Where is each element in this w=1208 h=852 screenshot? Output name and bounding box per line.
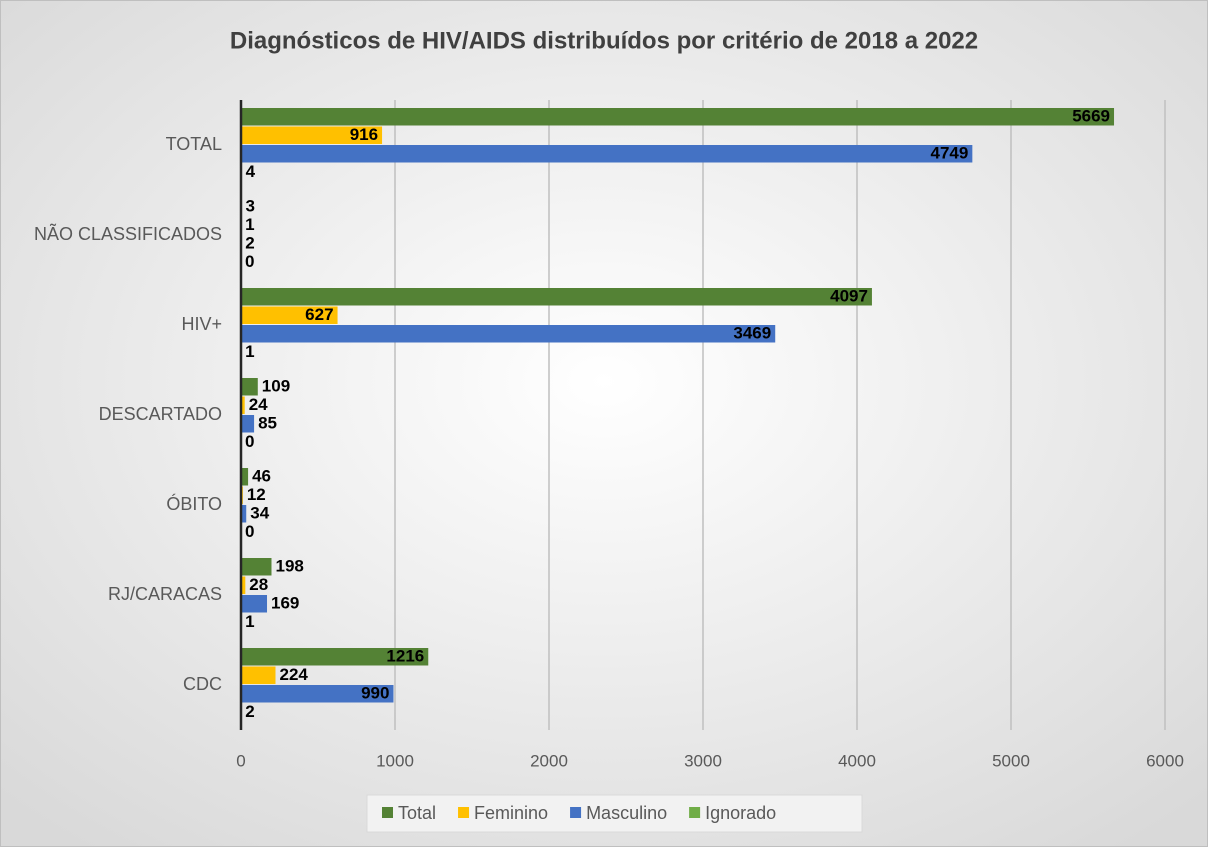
y-tick-label: NÃO CLASSIFICADOS [34,223,222,244]
data-label: 34 [250,504,269,523]
x-tick-label: 2000 [530,751,568,770]
chart-title: Diagnósticos de HIV/AIDS distribuídos po… [230,27,978,54]
legend-label: Masculino [586,803,667,823]
data-label: 4097 [830,287,868,306]
data-label: 3469 [733,324,771,343]
data-label: 4749 [931,144,969,163]
data-label: 0 [245,522,254,541]
data-label: 28 [249,575,268,594]
x-tick-label: 3000 [684,751,722,770]
y-tick-label: ÓBITO [166,493,222,514]
legend-marker [458,807,469,818]
bar [241,378,258,396]
legend-label: Ignorado [705,803,776,823]
data-label: 24 [249,395,268,414]
data-label: 3 [245,197,254,216]
y-tick-label: RJ/CARACAS [108,584,222,604]
data-label: 198 [275,557,303,576]
data-label: 1 [245,612,254,631]
data-label: 12 [247,485,266,504]
y-tick-label: DESCARTADO [99,404,222,424]
data-label: 0 [245,432,254,451]
bar [241,595,267,613]
bar [241,145,972,163]
data-label: 990 [361,684,389,703]
data-label: 224 [279,665,308,684]
data-label: 4 [246,162,256,181]
x-tick-label: 6000 [1146,751,1184,770]
data-label: 1 [245,342,254,361]
data-label: 0 [245,252,254,271]
data-label: 46 [252,467,271,486]
bar [241,288,872,306]
bar [241,108,1114,126]
data-label: 1 [245,215,254,234]
data-label: 627 [305,305,333,324]
y-tick-label: TOTAL [166,134,222,154]
legend-marker [689,807,700,818]
x-tick-label: 1000 [376,751,414,770]
x-tick-label: 4000 [838,751,876,770]
data-label: 109 [262,377,290,396]
data-label: 5669 [1072,107,1110,126]
x-tick-label: 5000 [992,751,1030,770]
data-label: 1216 [386,647,424,666]
data-label: 916 [350,125,378,144]
legend-marker [570,807,581,818]
bar [241,667,275,685]
data-label: 85 [258,414,277,433]
legend-label: Total [398,803,436,823]
legend-marker [382,807,393,818]
y-tick-label: CDC [183,674,222,694]
data-label: 2 [245,234,254,253]
x-tick-label: 0 [236,751,245,770]
y-tick-label: HIV+ [181,314,222,334]
bar [241,415,254,433]
bar [241,558,271,576]
data-label: 2 [245,702,254,721]
bar [241,325,775,343]
data-label: 169 [271,594,299,613]
legend-label: Feminino [474,803,548,823]
